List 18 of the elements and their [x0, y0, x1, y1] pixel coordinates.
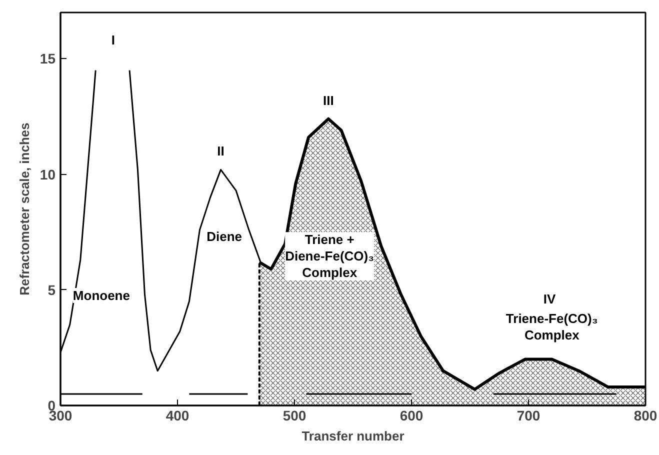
x-axis-title: Transfer number: [302, 428, 404, 444]
annotation: Monoene: [72, 288, 130, 303]
annotation: I: [111, 32, 115, 48]
x-tick-label: 500: [282, 408, 306, 424]
annotation: IV: [543, 292, 556, 307]
x-tick-label: 800: [634, 408, 658, 424]
y-tick-label: 10: [40, 166, 56, 182]
x-tick-label: 400: [166, 408, 190, 424]
x-tick-label: 600: [400, 408, 424, 424]
annotation: Triene + Diene-Fe(CO)₃ Complex: [285, 232, 374, 280]
annotation: II: [217, 144, 224, 159]
annotation: Diene: [206, 229, 242, 244]
annotation: Triene-Fe(CO)₃ Complex: [506, 311, 598, 343]
x-tick-label: 700: [516, 408, 540, 424]
y-tick-label: 5: [48, 282, 56, 298]
annotation: III: [323, 92, 334, 108]
y-axis-title: Refractometer scale, inches: [16, 122, 32, 296]
y-tick-label: 15: [40, 50, 56, 67]
